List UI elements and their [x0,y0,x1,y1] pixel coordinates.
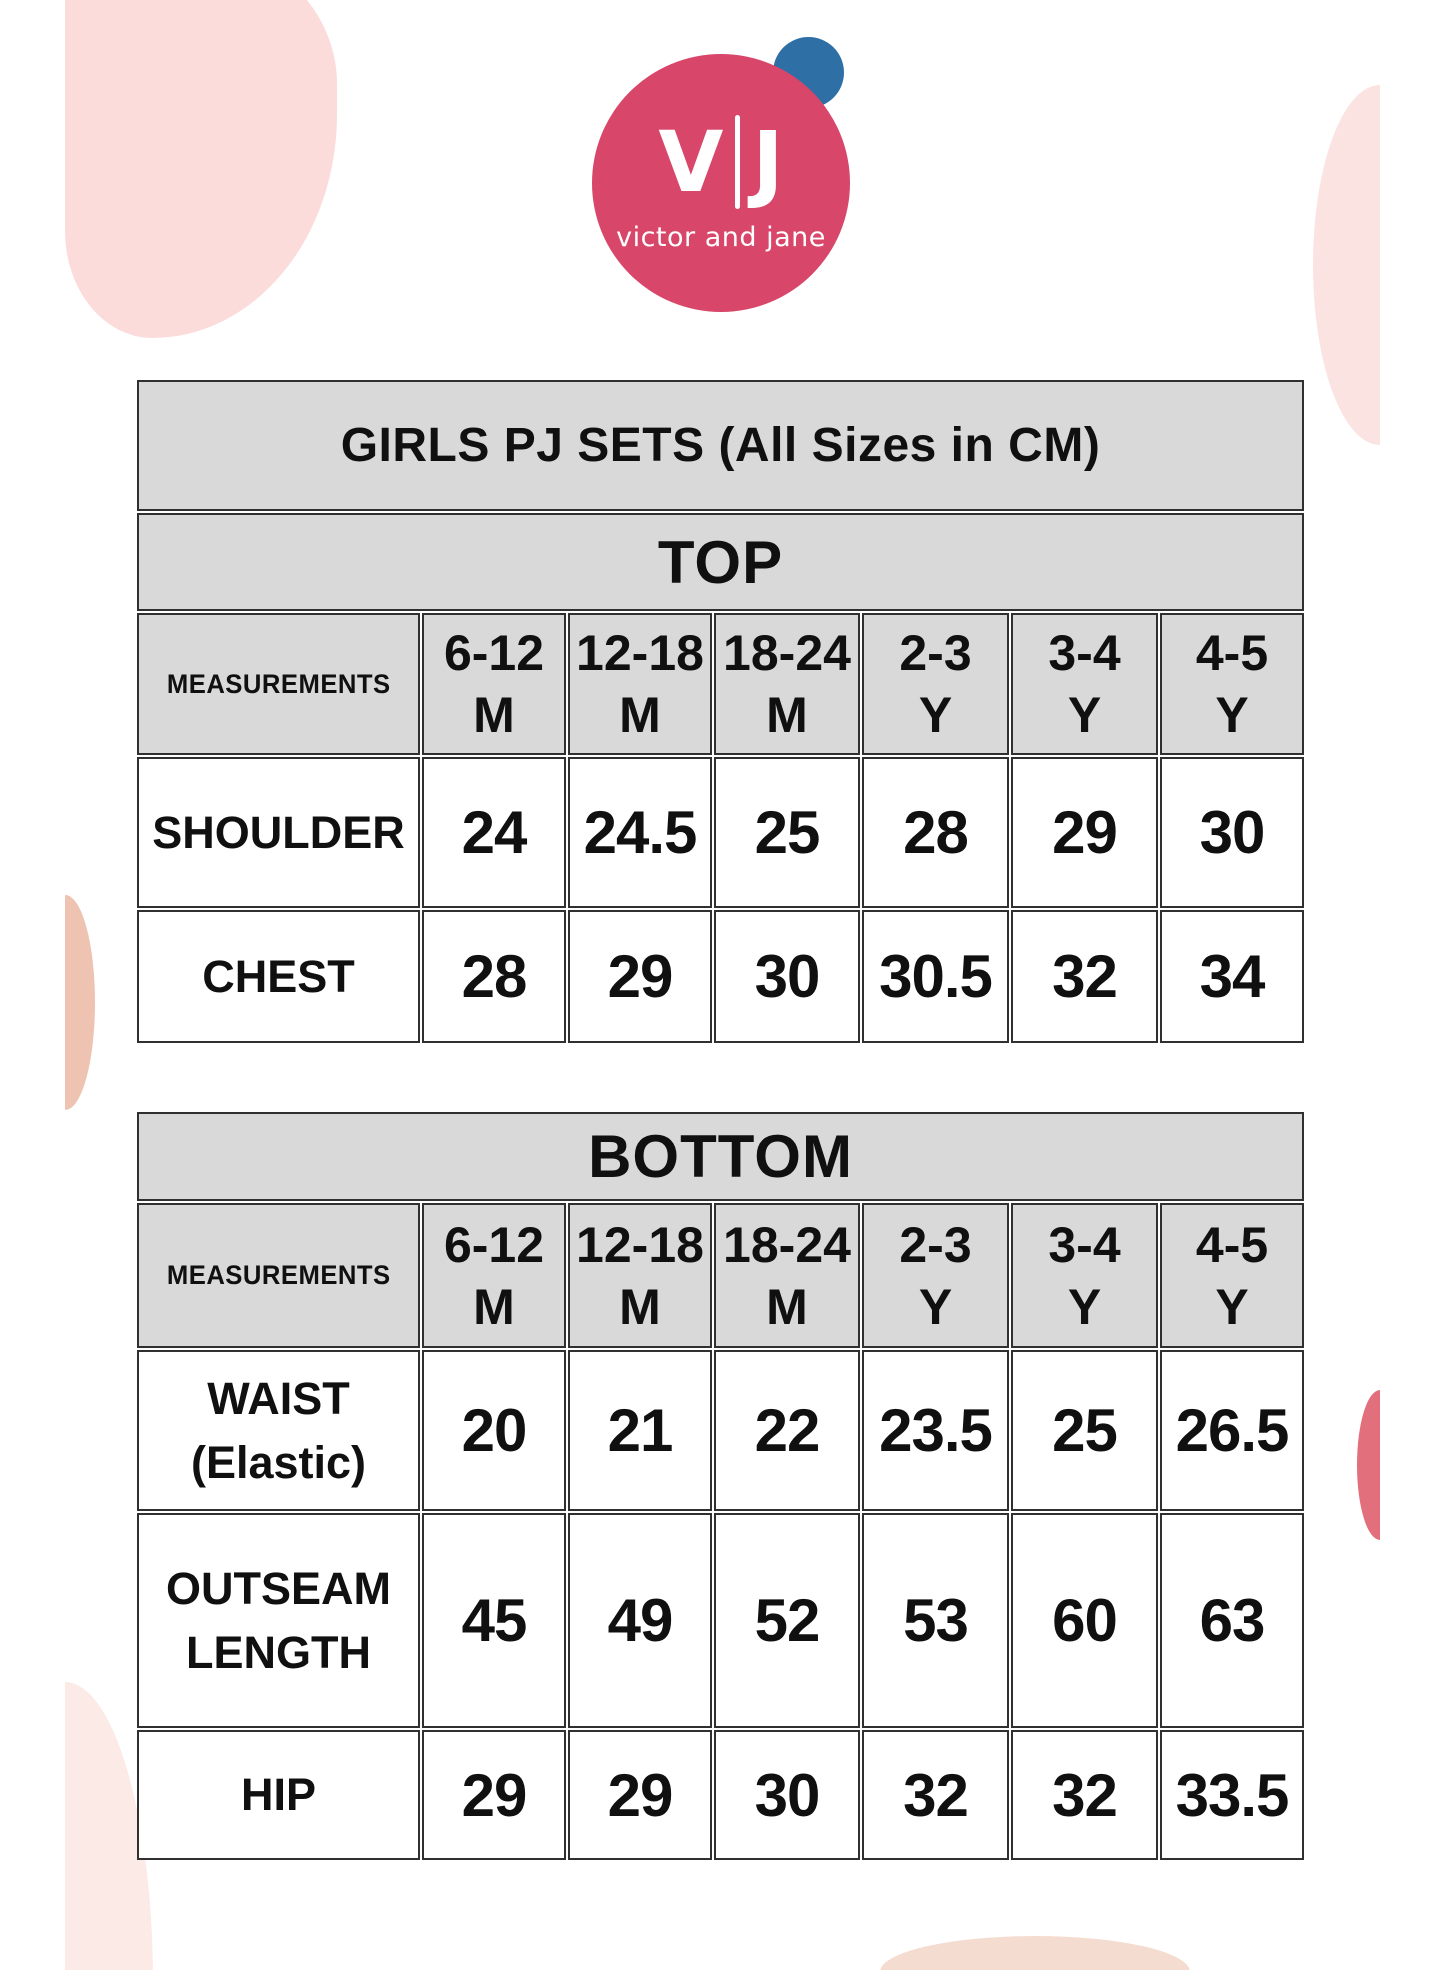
size-value-cell: 32 [1011,1730,1158,1860]
row-label-shoulder: SHOULDER [137,757,420,908]
size-value-cell: 29 [568,910,712,1043]
logo-letter-v: V [658,113,724,211]
size-value-cell: 30 [714,1730,860,1860]
size-header-cell: 18-24 M [714,1203,860,1348]
size-value-cell: 32 [862,1730,1009,1860]
row-label-hip: HIP [137,1730,420,1860]
size-value-cell: 24 [422,757,566,908]
size-value-cell: 30.5 [862,910,1009,1043]
row-label-chest: CHEST [137,910,420,1043]
section-row-bottom: BOTTOM [137,1112,1305,1201]
table-row-shoulder: SHOULDER 24 24.5 25 28 29 30 [137,757,1304,908]
section-row-top: TOP [137,513,1304,611]
table-row-waist: WAIST (Elastic) 20 21 22 23.5 25 26.5 [137,1350,1305,1511]
section-label-bottom: BOTTOM [588,1123,853,1190]
bottom-size-table: BOTTOM MEASUREMENTS 6-12 M 12-18 M 18-24… [135,1110,1306,1862]
top-size-table: GIRLS PJ SETS (All Sizes in CM) TOP MEAS… [135,378,1306,1045]
size-value-cell: 29 [568,1730,712,1860]
size-header-cell: 6-12 M [422,1203,566,1348]
section-label-top: TOP [657,528,784,596]
size-header-cell: 6-12 M [422,613,566,755]
size-value-cell: 26.5 [1160,1350,1305,1511]
size-header-cell: 12-18 M [568,613,712,755]
decor-blob-right-salmon [1357,1390,1380,1540]
size-header-cell: 4-5 Y [1160,613,1304,755]
table-row-hip: HIP 29 29 30 32 32 33.5 [137,1730,1305,1860]
table-row-outseam: OUTSEAM LENGTH 45 49 52 53 60 63 [137,1513,1305,1728]
size-header-cell: 3-4 Y [1011,1203,1158,1348]
size-value-cell: 32 [1011,910,1158,1043]
size-value-cell: 30 [1160,757,1304,908]
size-value-cell: 22 [714,1350,860,1511]
decor-blob-top-left [65,0,337,338]
decor-blob-bottom-dome [880,1936,1190,1970]
size-value-cell: 29 [1011,757,1158,908]
size-value-cell: 33.5 [1160,1730,1305,1860]
table-title-cell: GIRLS PJ SETS (All Sizes in CM) [137,380,1304,511]
measurements-header-cell: MEASUREMENTS [137,613,420,755]
size-header-row: MEASUREMENTS 6-12 M 12-18 M 18-24 M 2-3 … [137,1203,1305,1348]
size-value-cell: 53 [862,1513,1009,1728]
size-header-cell: 3-4 Y [1011,613,1158,755]
decor-blob-left-lens [65,895,95,1110]
size-value-cell: 60 [1011,1513,1158,1728]
logo-divider-bar [735,115,741,209]
size-header-cell: 12-18 M [568,1203,712,1348]
size-value-cell: 30 [714,910,860,1043]
size-value-cell: 28 [422,910,566,1043]
size-header-cell: 2-3 Y [862,1203,1009,1348]
size-value-cell: 23.5 [862,1350,1009,1511]
size-header-cell: 4-5 Y [1160,1203,1305,1348]
logo-letter-j: J [752,113,784,211]
size-value-cell: 45 [422,1513,566,1728]
measurements-header-cell: MEASUREMENTS [137,1203,420,1348]
size-value-cell: 25 [1011,1350,1158,1511]
logo-subtitle: victor and jane [616,222,826,253]
table-title: GIRLS PJ SETS (All Sizes in CM) [340,419,1101,472]
size-value-cell: 25 [714,757,860,908]
brand-logo: V J victor and jane [592,54,850,312]
decor-blob-top-right [1313,85,1380,445]
logo-monogram: V J [658,113,784,211]
row-label-outseam: OUTSEAM LENGTH [137,1513,420,1728]
section-cell-top: TOP [137,513,1304,611]
size-value-cell: 28 [862,757,1009,908]
size-header-cell: 18-24 M [714,613,860,755]
size-value-cell: 21 [568,1350,712,1511]
table-title-row: GIRLS PJ SETS (All Sizes in CM) [137,380,1304,511]
size-value-cell: 20 [422,1350,566,1511]
size-value-cell: 34 [1160,910,1304,1043]
size-value-cell: 63 [1160,1513,1305,1728]
size-header-cell: 2-3 Y [862,613,1009,755]
table-row-chest: CHEST 28 29 30 30.5 32 34 [137,910,1304,1043]
row-label-waist: WAIST (Elastic) [137,1350,420,1511]
size-value-cell: 52 [714,1513,860,1728]
section-cell-bottom: BOTTOM [137,1112,1305,1201]
size-value-cell: 49 [568,1513,712,1728]
size-value-cell: 29 [422,1730,566,1860]
size-value-cell: 24.5 [568,757,712,908]
size-header-row: MEASUREMENTS 6-12 M 12-18 M 18-24 M 2-3 … [137,613,1304,755]
